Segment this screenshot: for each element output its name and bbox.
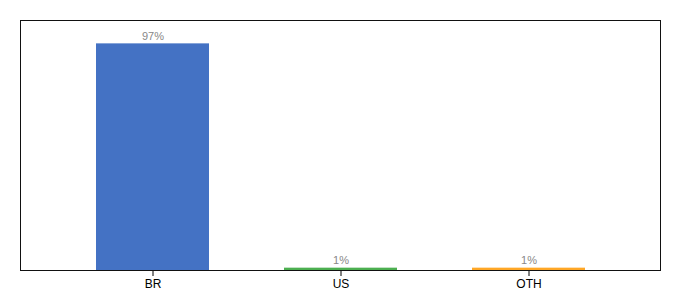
svg-text:US: US (333, 277, 350, 291)
svg-text:97%: 97% (142, 30, 164, 42)
svg-text:BR: BR (145, 277, 162, 291)
svg-text:OTH: OTH (516, 277, 541, 291)
svg-text:1%: 1% (521, 254, 537, 266)
svg-text:1%: 1% (333, 254, 349, 266)
